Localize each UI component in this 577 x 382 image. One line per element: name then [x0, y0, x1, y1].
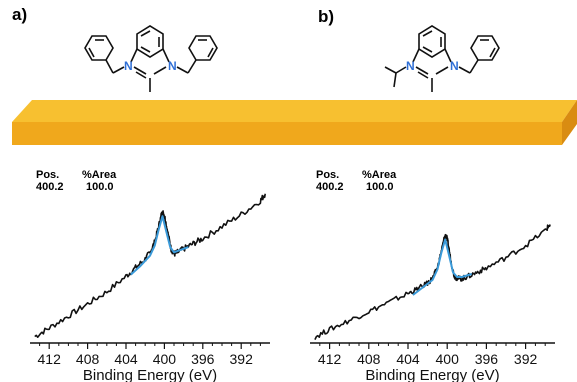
x-tick-label: 396 [475, 351, 499, 367]
spectrum-line [314, 224, 551, 340]
nitrogen-label: N [406, 59, 415, 73]
table-cell-pos: 400.2 [36, 181, 64, 193]
molecule-a [84, 25, 218, 92]
gold-surface [12, 100, 577, 145]
x-axis-label: Binding Energy (eV) [83, 367, 217, 382]
table-cell-pos: 400.2 [316, 181, 344, 193]
table-header-pos: Pos. [316, 169, 339, 181]
x-tick-label: 404 [114, 351, 138, 367]
panel-label-b: b) [318, 7, 334, 26]
panel-label-a: a) [12, 5, 27, 24]
nitrogen-label: N [450, 59, 459, 73]
table-header-pos: Pos. [36, 169, 59, 181]
nitrogen-label: N [168, 59, 177, 73]
xps-chart-a: 412 408 404 400 396 392 Binding Energy (eV) [30, 193, 270, 382]
x-tick-label: 392 [514, 351, 538, 367]
x-tick-label: 392 [230, 351, 254, 367]
fit-line [412, 238, 472, 296]
gold-surface-front [12, 122, 562, 145]
table-header-area: %Area [362, 169, 397, 181]
x-tick-label: 408 [357, 351, 381, 367]
x-tick-label: 404 [396, 351, 420, 367]
gold-surface-top [12, 100, 577, 122]
spectrum-line [34, 193, 266, 338]
x-tick-label: 412 [318, 351, 342, 367]
x-axis-label: Binding Energy (eV) [365, 367, 499, 382]
peak-table-b: Pos. %Area 400.2 100.0 [316, 169, 397, 193]
xps-chart-b: 412 408 404 400 396 392 Binding Energy (eV) [310, 224, 555, 382]
fit-line [130, 215, 189, 276]
x-tick-label: 412 [38, 351, 62, 367]
table-cell-area: 100.0 [366, 181, 394, 193]
table-cell-area: 100.0 [86, 181, 114, 193]
peak-table-a: Pos. %Area 400.2 100.0 [36, 169, 117, 193]
x-tick-label: 396 [191, 351, 215, 367]
x-tick-label: 400 [153, 351, 177, 367]
x-tick-label: 400 [436, 351, 460, 367]
x-tick-label: 408 [76, 351, 100, 367]
gold-surface-side [562, 100, 577, 145]
table-header-area: %Area [82, 169, 117, 181]
nitrogen-label: N [124, 59, 133, 73]
molecule-b [384, 25, 500, 92]
